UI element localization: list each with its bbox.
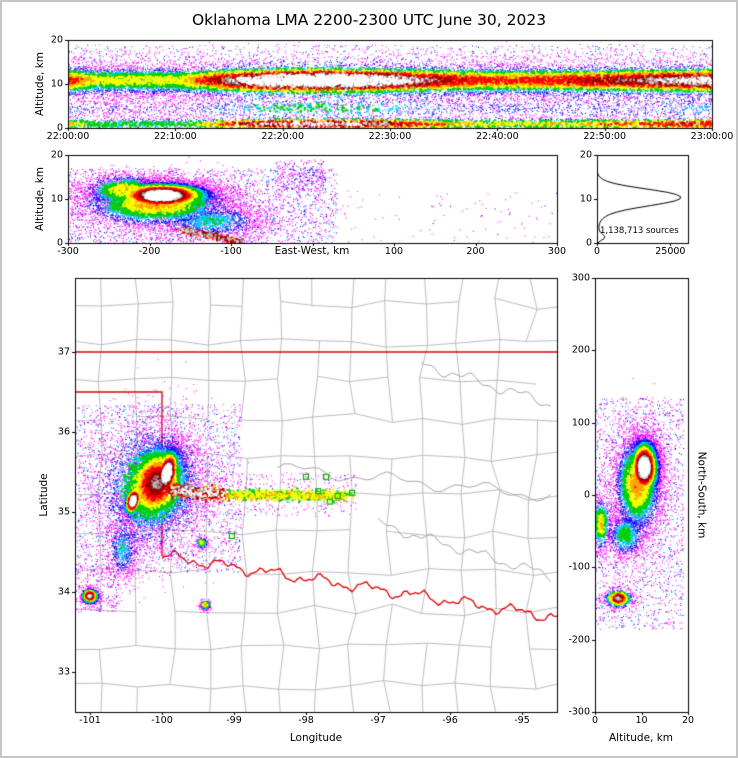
y-tick-label: 20 bbox=[50, 149, 63, 161]
ns-y-axis-label: North-South, km bbox=[695, 451, 708, 539]
ew-x-axis-label: East-West, km bbox=[274, 245, 350, 257]
ns-x-axis-label: Altitude, km bbox=[608, 732, 674, 744]
y-tick-label: -100 bbox=[568, 561, 590, 573]
y-tick-label: 0 bbox=[585, 237, 592, 249]
y-tick-label: 100 bbox=[571, 416, 590, 428]
x-tick-label: 0 bbox=[593, 246, 601, 257]
x-tick-label: -95 bbox=[514, 715, 530, 726]
y-tick-label: 35 bbox=[57, 506, 70, 518]
y-tick-label: 20 bbox=[579, 149, 592, 161]
x-tick-label: 200 bbox=[466, 246, 485, 257]
x-tick-label: -99 bbox=[226, 715, 242, 726]
y-tick-label: 0 bbox=[56, 237, 63, 249]
x-tick-label: -100 bbox=[151, 715, 173, 726]
x-tick-label: 23:00:00 bbox=[690, 131, 734, 142]
x-tick-label: 20 bbox=[681, 715, 695, 726]
x-tick-label: -300 bbox=[57, 246, 79, 257]
y-tick-label: 36 bbox=[57, 426, 70, 438]
x-tick-label: 22:40:00 bbox=[475, 131, 519, 142]
source-count-annotation: 1,138,713 sources bbox=[600, 226, 679, 236]
y-tick-label: -200 bbox=[568, 633, 590, 645]
y-tick-label: 200 bbox=[571, 344, 590, 356]
x-tick-label: 22:30:00 bbox=[368, 131, 412, 142]
x-tick-label: 300 bbox=[547, 246, 567, 257]
y-tick-label: -300 bbox=[568, 706, 590, 718]
x-tick-label: 25000 bbox=[655, 246, 686, 257]
x-tick-label: 22:20:00 bbox=[261, 131, 304, 142]
y-tick-label: 10 bbox=[50, 193, 63, 205]
y-tick-label: 10 bbox=[579, 193, 592, 205]
y-tick-label: 0 bbox=[56, 122, 63, 134]
x-tick-label: 22:10:00 bbox=[153, 131, 197, 142]
x-tick-label: -101 bbox=[79, 715, 101, 726]
figure-title: Oklahoma LMA 2200-2300 UTC June 30, 2023 bbox=[191, 11, 547, 29]
x-tick-label: 0 bbox=[591, 715, 599, 726]
y-tick-label: 10 bbox=[50, 78, 63, 90]
x-tick-label: 22:50:00 bbox=[583, 131, 626, 142]
y-tick-label: 0 bbox=[583, 489, 590, 501]
y-tick-label: 33 bbox=[57, 666, 70, 678]
time-height-y-axis-label: Altitude, km bbox=[33, 51, 46, 117]
y-tick-label: 37 bbox=[57, 346, 70, 358]
x-tick-label: 22:00:00 bbox=[46, 131, 90, 142]
x-tick-label: -98 bbox=[298, 715, 314, 726]
x-tick-label: -97 bbox=[370, 715, 386, 726]
y-tick-label: 34 bbox=[57, 586, 70, 598]
x-tick-label: 10 bbox=[635, 715, 648, 726]
ew-y-axis-label: Altitude, km bbox=[33, 166, 46, 232]
map-y-axis-label: Latitude bbox=[37, 473, 50, 517]
x-tick-label: 100 bbox=[384, 246, 404, 257]
map-x-axis-label: Longitude bbox=[289, 732, 343, 744]
x-tick-label: -200 bbox=[138, 246, 161, 257]
y-tick-label: 300 bbox=[571, 272, 590, 284]
x-tick-label: -100 bbox=[220, 246, 242, 257]
y-tick-label: 20 bbox=[50, 34, 63, 46]
x-tick-label: -96 bbox=[442, 715, 458, 726]
